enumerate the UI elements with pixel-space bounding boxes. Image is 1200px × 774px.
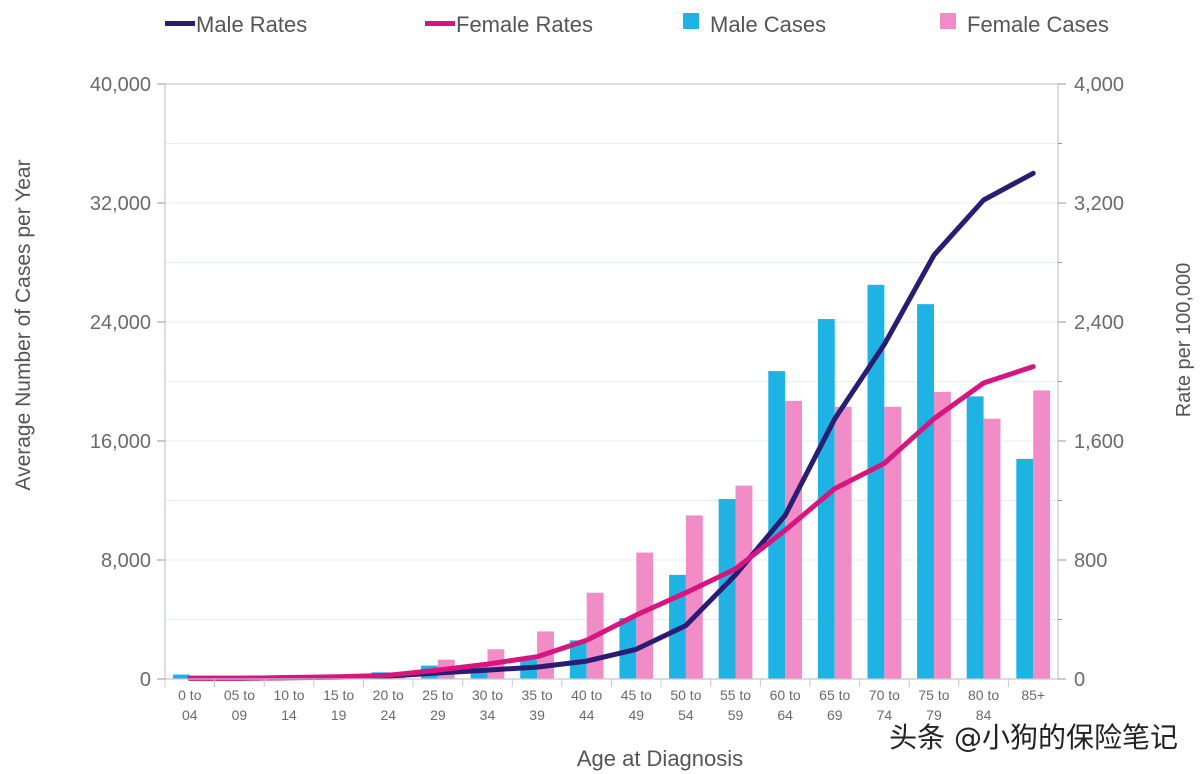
male-cases-bar (867, 284, 885, 679)
female-cases-bar (685, 515, 703, 679)
male-cases-bar (619, 618, 637, 679)
x-tick-label-line2: 79 (926, 707, 942, 723)
x-tick-label-line2: 39 (529, 707, 545, 723)
x-tick-label: 15 to (323, 687, 354, 703)
x-tick-label-line2: 59 (728, 707, 744, 723)
x-tick-label-line2: 49 (629, 707, 645, 723)
x-tick-label: 30 to (472, 687, 503, 703)
y2-tick-label: 4,000 (1074, 74, 1124, 96)
female-cases-bar (834, 406, 852, 679)
x-tick-label-line2: 34 (480, 707, 496, 723)
x-tick-label-line2: 54 (678, 707, 694, 723)
male-rates-line (187, 170, 1036, 681)
x-tick-label: 10 to (273, 687, 304, 703)
x-tick-label-line2: 24 (380, 707, 396, 723)
legend-label-male-cases: Male Cases (710, 12, 826, 37)
female-cases-bar (933, 391, 951, 679)
y-tick-label: 16,000 (90, 431, 151, 453)
ticks: 0 8,000 16,000 24,000 32,000 40,000 0 800 1,600 2… (90, 74, 1124, 691)
legend: Male Rates Female Rates Male Cases Female C… (165, 12, 1109, 37)
female-cases-bar (884, 406, 902, 679)
x-tick-label: 75 to (918, 687, 949, 703)
female-rates-line (187, 364, 1036, 681)
x-axis-label: Age at Diagnosis (577, 746, 743, 771)
female-cases-bar (1033, 390, 1051, 679)
y-tick-label: 0 (140, 669, 151, 691)
y2-tick-label: 0 (1074, 669, 1085, 691)
x-tick-label-line2: 09 (232, 707, 248, 723)
y-tick-label: 32,000 (90, 193, 151, 215)
y2-axis-label: Rate per 100,000 (1173, 263, 1195, 418)
x-tick-label: 60 to (770, 687, 801, 703)
male-cases-bar (1016, 458, 1034, 679)
y-tick-label: 40,000 (90, 74, 151, 96)
y2-tick-label: 3,200 (1074, 193, 1124, 215)
female-cases-bar (983, 418, 1001, 679)
legend-label-female-cases: Female Cases (967, 12, 1109, 37)
x-tick-label: 50 to (670, 687, 701, 703)
legend-swatch-male-cases (683, 13, 699, 29)
x-tick-label-line2: 19 (331, 707, 347, 723)
male-cases-bar (718, 499, 736, 679)
x-tick-label: 35 to (522, 687, 553, 703)
x-tick-label-line2: 74 (877, 707, 893, 723)
y-tick-label: 8,000 (101, 550, 151, 572)
x-tick-label: 55 to (720, 687, 751, 703)
x-tick-label-line2: 29 (430, 707, 446, 723)
y-tick-label: 24,000 (90, 312, 151, 334)
y-axis-label: Average Number of Cases per Year (12, 159, 35, 490)
x-tick-labels: 0 to 04 05 to 09 10 to 14 15 to 19 20 to 24 25 to 2… (164, 679, 1045, 723)
male-cases-bar (817, 319, 835, 679)
x-tick-label-line2: 14 (281, 707, 297, 723)
female-cases-bar (735, 485, 753, 679)
x-tick-label-line2: 04 (182, 707, 198, 723)
watermark: 头条 @小狗的保险笔记 (889, 721, 1178, 754)
x-tick-label: 85+ (1021, 687, 1045, 703)
x-tick-label-line2: 64 (777, 707, 793, 723)
y2-tick-label: 2,400 (1074, 312, 1124, 334)
lines (187, 170, 1036, 681)
male-cases-bar (172, 674, 190, 679)
male-cases-bar (917, 304, 934, 679)
legend-swatch-male-rates (165, 21, 195, 26)
x-tick-label-line2: 84 (976, 707, 992, 723)
x-tick-label: 45 to (621, 687, 652, 703)
x-tick-label: 70 to (869, 687, 900, 703)
x-tick-label: 05 to (224, 687, 255, 703)
x-tick-label: 25 to (422, 687, 453, 703)
y2-tick-label: 1,600 (1074, 431, 1124, 453)
female-cases-bar (785, 400, 803, 679)
legend-label-female-rates: Female Rates (456, 12, 593, 37)
male-cases-bar (966, 396, 984, 679)
y2-tick-label: 800 (1074, 550, 1107, 572)
legend-swatch-female-cases (940, 13, 956, 29)
x-tick-label: 65 to (819, 687, 850, 703)
legend-swatch-female-rates (425, 21, 455, 26)
x-tick-label: 20 to (373, 687, 404, 703)
legend-label-male-rates: Male Rates (196, 12, 307, 37)
x-tick-label-line2: 44 (579, 707, 595, 723)
x-tick-label: 40 to (571, 687, 602, 703)
x-tick-label-line2: 69 (827, 707, 843, 723)
x-tick-label: 80 to (968, 687, 999, 703)
x-tick-label: 0 to (178, 687, 202, 703)
